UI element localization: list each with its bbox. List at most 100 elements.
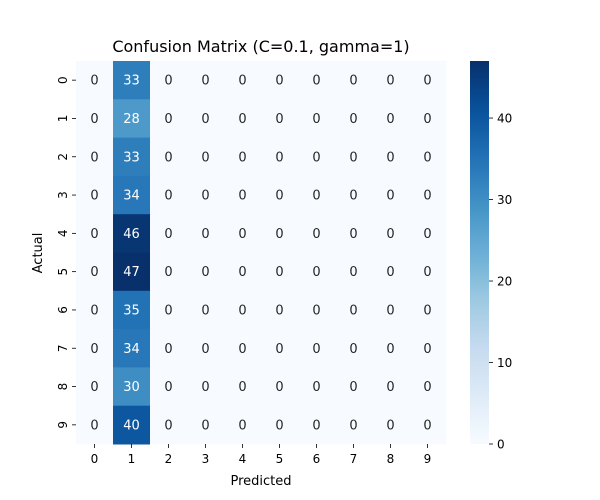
heatmap-cell [409, 214, 447, 253]
heatmap-cell [187, 99, 225, 139]
cell-value-label: 0 [312, 74, 320, 89]
heatmap-cell [298, 61, 336, 100]
heatmap-cell [261, 405, 299, 445]
heatmap-cell [335, 290, 373, 330]
heatmap-cell [261, 175, 299, 215]
cell-value-label: 0 [349, 227, 357, 242]
cell-value-label: 0 [423, 112, 431, 127]
heatmap-cell [224, 290, 262, 330]
cell-value-label: 0 [312, 303, 320, 318]
cell-value-label: 0 [238, 380, 246, 395]
cell-value-label: 0 [275, 342, 283, 357]
cell-value-label: 0 [164, 380, 172, 395]
heatmap-cell [150, 137, 188, 177]
heatmap-cell [76, 175, 114, 215]
heatmap-cell-labels: 0 33 0 0 0 0 0 0 0 0 0 28 0 0 0 0 0 0 0 0 0 33 0 0 0 0 0 0 0 0 0 34 0 0 0 0… [90, 74, 431, 434]
cell-value-label: 0 [164, 150, 172, 165]
colorbar-tick-label: 40 [497, 112, 512, 126]
y-tick-label: 8 [56, 383, 70, 391]
cell-value-label: 0 [349, 380, 357, 395]
cell-value-label: 0 [275, 150, 283, 165]
cell-value-label: 0 [201, 150, 209, 165]
heatmap-cell [113, 252, 151, 292]
colorbar [470, 61, 489, 444]
cell-value-label: 0 [349, 112, 357, 127]
cell-value-label: 0 [238, 227, 246, 242]
heatmap-cell [224, 329, 262, 368]
heatmap-cell [298, 329, 336, 368]
cell-value-label: 0 [238, 112, 246, 127]
heatmap-cell [150, 99, 188, 139]
x-axis-label: Predicted [230, 474, 291, 489]
cell-value-label: 0 [312, 227, 320, 242]
heatmap-cell [187, 252, 225, 292]
cell-value-label: 0 [349, 189, 357, 204]
heatmap-cell [372, 329, 410, 368]
cell-value-label: 0 [275, 112, 283, 127]
heatmap-cell [113, 99, 151, 139]
cell-value-label: 0 [201, 189, 209, 204]
cell-value-label: 0 [423, 265, 431, 280]
heatmap-cell [261, 252, 299, 292]
heatmap-cell [187, 405, 225, 445]
x-tick-label: 7 [350, 452, 358, 466]
cell-value-label: 0 [90, 150, 98, 165]
heatmap-cell [409, 252, 447, 292]
cell-value-label: 34 [123, 189, 140, 204]
heatmap-cell [113, 329, 151, 368]
y-tick-label: 1 [56, 115, 70, 123]
cell-value-label: 0 [275, 380, 283, 395]
cell-value-label: 0 [201, 74, 209, 89]
cell-value-label: 0 [312, 150, 320, 165]
y-tick-label: 2 [56, 153, 70, 161]
heatmap-cell [187, 61, 225, 100]
cell-value-label: 0 [201, 380, 209, 395]
cell-value-label: 0 [201, 265, 209, 280]
heatmap-cell [335, 61, 373, 100]
cell-value-label: 0 [238, 342, 246, 357]
x-axis-ticks: 0 1 2 3 4 5 6 7 8 9 [91, 444, 431, 466]
heatmap-cell [224, 137, 262, 177]
cell-value-label: 0 [386, 150, 394, 165]
cell-value-label: 0 [164, 265, 172, 280]
heatmap-cell [409, 137, 447, 177]
cell-value-label: 0 [238, 189, 246, 204]
heatmap-cell [150, 405, 188, 445]
cell-value-label: 0 [90, 380, 98, 395]
heatmap-cell [372, 175, 410, 215]
cell-value-label: 0 [90, 418, 98, 433]
cell-value-label: 0 [275, 265, 283, 280]
colorbar-tick-label: 30 [497, 193, 512, 207]
heatmap-cell [409, 405, 447, 445]
cell-value-label: 0 [423, 342, 431, 357]
heatmap-cell [261, 329, 299, 368]
cell-value-label: 0 [238, 303, 246, 318]
heatmap-cell [372, 252, 410, 292]
x-tick-label: 8 [387, 452, 395, 466]
heatmap-cell [113, 175, 151, 215]
heatmap-cell [298, 99, 336, 139]
cell-value-label: 34 [123, 342, 140, 357]
cell-value-label: 0 [201, 303, 209, 318]
cell-value-label: 0 [90, 189, 98, 204]
y-tick-label: 9 [56, 421, 70, 429]
y-tick-label: 0 [56, 76, 70, 84]
cell-value-label: 0 [349, 150, 357, 165]
cell-value-label: 0 [164, 342, 172, 357]
x-tick-label: 3 [202, 452, 210, 466]
heatmap-cell [76, 99, 114, 139]
heatmap-cell [261, 290, 299, 330]
cell-value-label: 35 [123, 303, 140, 318]
heatmap-cell [224, 405, 262, 445]
cell-value-label: 0 [90, 265, 98, 280]
heatmap-cell [113, 61, 151, 100]
heatmap-cells [76, 61, 447, 445]
chart-title: Confusion Matrix (C=0.1, gamma=1) [112, 37, 409, 56]
heatmap-cell [150, 252, 188, 292]
cell-value-label: 0 [386, 342, 394, 357]
cell-value-label: 0 [386, 265, 394, 280]
y-axis-ticks: 0 1 2 3 4 5 6 7 8 9 [56, 76, 76, 429]
cell-value-label: 0 [312, 112, 320, 127]
cell-value-label: 0 [312, 418, 320, 433]
